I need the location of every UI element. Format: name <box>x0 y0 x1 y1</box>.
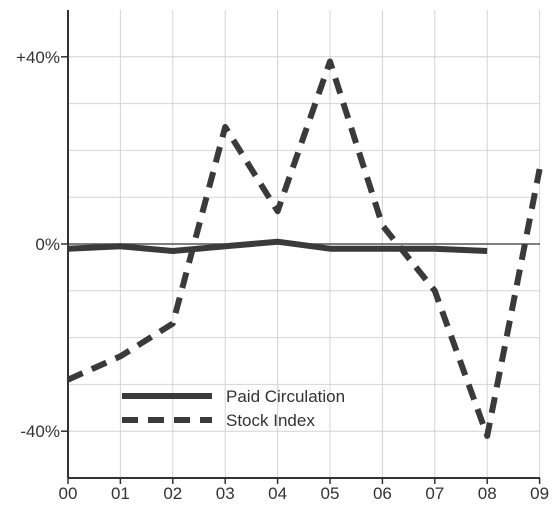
x-tick-label: 02 <box>163 484 182 503</box>
x-tick-label: 05 <box>321 484 340 503</box>
x-tick-label: 08 <box>478 484 497 503</box>
x-tick-label: 04 <box>268 484 287 503</box>
series-line-stock-index <box>66 58 543 439</box>
x-tick-label: 07 <box>425 484 444 503</box>
y-tick-label: +40% <box>16 48 60 67</box>
y-tick-labels: +40% 0% -40% <box>16 48 68 441</box>
legend-label: Paid Circulation <box>226 387 345 406</box>
series-lines <box>66 58 543 439</box>
x-tick-label: 06 <box>373 484 392 503</box>
legend-label: Stock Index <box>226 411 315 430</box>
series-line-paid-circulation <box>67 238 488 254</box>
x-tick-label: 00 <box>59 484 78 503</box>
y-tick-label: -40% <box>20 422 60 441</box>
x-tick-label: 03 <box>216 484 235 503</box>
y-tick-label: 0% <box>35 235 60 254</box>
x-tick-label: 01 <box>111 484 130 503</box>
x-tick-labels: 00 01 02 03 04 05 06 07 08 09 <box>59 478 549 503</box>
legend: Paid Circulation Stock Index <box>122 387 345 430</box>
x-tick-label: 09 <box>530 484 549 503</box>
